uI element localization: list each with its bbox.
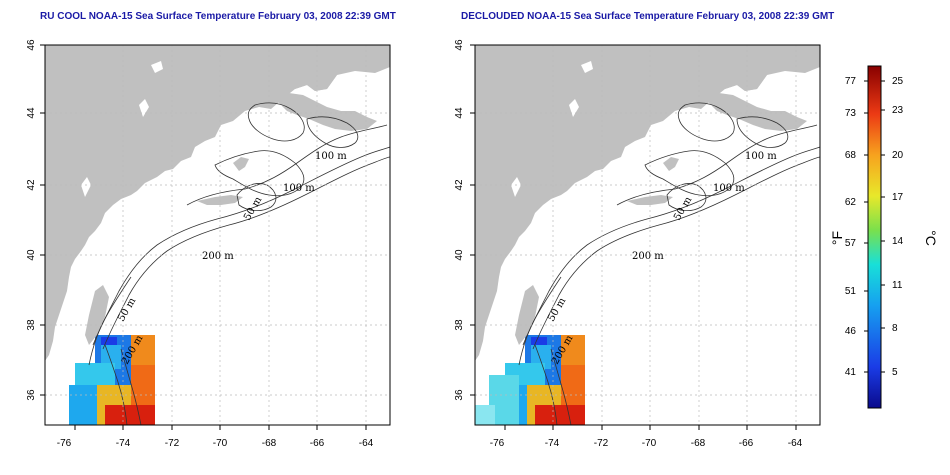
left-map-panel: 100 m 100 m 50 m 200 m 50 m 200 m [40,44,391,430]
right-map-title: DECLOUDED NOAA-15 Sea Surface Temperatur… [461,11,835,22]
right-x-tick-label: -66 [739,438,754,449]
left-contour-label-100m-a: 100 m [315,151,347,162]
colorbar-f-label: 57 [845,238,857,249]
right-x-tick-label: -70 [642,438,657,449]
left-x-tick-label: -66 [310,438,325,449]
colorbar-c-label: 14 [892,236,904,247]
colorbar-c-label: 17 [892,192,904,203]
right-plot-frame [474,44,821,426]
right-x-tick-label: -76 [490,438,505,449]
left-x-tick-label: -70 [213,438,228,449]
right-sst-field [475,335,585,425]
left-x-tick-label: -64 [359,438,374,449]
right-y-tick-label: 44 [454,107,465,119]
colorbar-ticks [864,80,885,373]
left-axis-ticks [40,44,367,430]
right-x-tick-label: -64 [788,438,803,449]
left-y-tick-label: 36 [26,389,37,401]
colorbar-f-label: 68 [845,150,857,161]
left-y-tick-label: 44 [26,107,37,119]
right-x-tick-label: -74 [545,438,560,449]
right-y-tick-label: 42 [454,179,465,191]
colorbar-f-label: 51 [845,286,857,297]
left-y-tick-label: 40 [26,249,37,261]
colorbar-f-label: 77 [845,76,857,87]
colorbar-f-label: 62 [845,197,857,208]
right-y-tick-label: 40 [454,249,465,261]
colorbar-c-label: 11 [892,280,903,291]
left-x-tick-label: -76 [57,438,72,449]
colorbar-f-label: 41 [845,367,857,378]
right-axis-ticks [470,44,797,430]
colorbar-c-label: 8 [892,323,898,334]
left-plot-frame [44,44,391,426]
colorbar-c-label: 20 [892,150,904,161]
colorbar-celsius-unit: °C [923,230,939,246]
left-gridlines [45,45,390,425]
right-x-tick-label: -68 [691,438,706,449]
right-contour-label-100m-a: 100 m [745,151,777,162]
right-gridlines [475,45,820,425]
colorbar-gradient [867,65,882,409]
left-x-tick-label: -72 [165,438,180,449]
right-contour-label-100m-b: 100 m [713,183,745,194]
colorbar-f-label: 73 [845,108,857,119]
colorbar-c-label: 5 [892,367,898,378]
colorbar-c-label: 23 [892,105,904,116]
left-x-tick-label: -74 [116,438,131,449]
right-y-tick-label: 38 [454,319,465,331]
colorbar: 77 73 68 62 57 51 46 41 25 23 20 17 14 1… [829,65,939,409]
left-map-title: RU COOL NOAA-15 Sea Surface Temperature … [40,11,396,22]
right-y-tick-label: 46 [454,39,465,51]
left-y-tick-label: 42 [26,179,37,191]
left-y-tick-label: 46 [26,39,37,51]
right-y-tick-label: 36 [454,389,465,401]
left-contour-label-100m-b: 100 m [283,183,315,194]
right-contour-label-200m-a: 200 m [632,251,664,262]
left-x-tick-label: -68 [262,438,277,449]
left-contour-label-200m-a: 200 m [202,251,234,262]
colorbar-fahrenheit-unit: °F [829,231,845,245]
colorbar-c-label: 25 [892,76,904,87]
left-y-tick-label: 38 [26,319,37,331]
right-map-panel: 100 m 100 m 50 m 200 m 50 m 200 m [470,44,821,430]
right-x-tick-label: -72 [594,438,609,449]
colorbar-f-label: 46 [845,326,857,337]
